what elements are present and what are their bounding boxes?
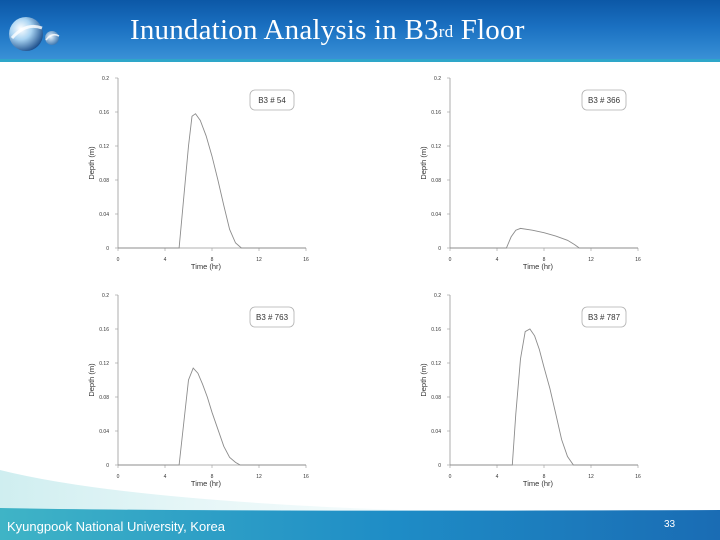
x-tick-label: 16: [303, 474, 309, 480]
x-tick-label: 12: [256, 474, 262, 480]
series-line: [118, 113, 306, 249]
x-tick-label: 4: [164, 257, 167, 263]
globe-logo-icon: [9, 17, 60, 51]
x-tick-label: 0: [449, 257, 452, 263]
y-tick-label: 0.12: [431, 144, 441, 150]
legend-label: B3 # 787: [588, 313, 621, 322]
legend-label: B3 # 763: [256, 313, 289, 322]
y-tick-label: 0.04: [99, 212, 109, 218]
footer-band: [0, 470, 720, 540]
legend-frame: [581, 306, 627, 328]
x-axis-label: Time (hr): [523, 479, 554, 488]
x-tick-label: 0: [117, 474, 120, 480]
y-tick-label: 0.08: [99, 395, 109, 401]
x-axis-label: Time (hr): [191, 262, 222, 271]
title-end: Floor: [453, 14, 525, 46]
y-tick-label: 0.04: [431, 429, 441, 435]
page-number: 33: [664, 519, 676, 530]
series-line: [118, 367, 306, 466]
x-axis-label: Time (hr): [191, 479, 222, 488]
x-tick-label: 0: [117, 257, 120, 263]
x-tick-label: 16: [303, 257, 309, 263]
y-tick-label: 0.08: [431, 178, 441, 184]
x-axis-label: Time (hr): [523, 262, 554, 271]
y-tick-label: 0.04: [99, 429, 109, 435]
legend-frame: [249, 306, 295, 328]
x-tick-label: 12: [256, 257, 262, 263]
depth-chart-b3-763: 0 0.04 0.08 0.12 0.16 0.2 0 4 8 12 16 Time (hr) Dept…: [82, 283, 322, 509]
y-tick-label: 0.2: [434, 293, 441, 299]
y-tick-label: 0: [106, 246, 109, 252]
legend-box: B3 # 366: [581, 89, 627, 111]
x-tick-label: 12: [588, 474, 594, 480]
y-tick-label: 0.16: [99, 110, 109, 116]
x-tick-label: 16: [635, 474, 641, 480]
chart-svg: 0 0.04 0.08 0.12 0.16 0.2 0 4 8 12 16 Time (hr) Dept…: [87, 293, 309, 488]
chart-svg: 0 0.04 0.08 0.12 0.16 0.2 0 4 8 12 16 Time (hr) Dept…: [419, 76, 641, 271]
y-tick-label: 0.04: [431, 212, 441, 218]
x-tick-label: 8: [211, 474, 214, 480]
legend-label: B3 # 54: [258, 96, 286, 105]
footer-swoosh: [0, 470, 720, 540]
y-tick-label: 0.12: [99, 361, 109, 367]
y-axis-label: Depth (m): [87, 363, 96, 397]
y-axis-label: Depth (m): [419, 146, 428, 180]
y-tick-label: 0.16: [99, 327, 109, 333]
x-tick-label: 8: [211, 257, 214, 263]
title-bar: Inundation Analysis in B3rd Floor: [0, 0, 720, 62]
legend-frame: [581, 89, 627, 111]
depth-chart-b3-54: 0 0.04 0.08 0.12 0.16 0.2 0 4 8 12 16 Time (hr) Dept…: [82, 66, 322, 292]
y-tick-label: 0.2: [102, 293, 109, 299]
y-tick-label: 0.16: [431, 327, 441, 333]
x-tick-label: 12: [588, 257, 594, 263]
slide-body: [0, 62, 720, 510]
y-tick-label: 0.2: [102, 76, 109, 82]
title-superscript: rd: [438, 22, 454, 41]
chart-svg: 0 0.04 0.08 0.12 0.16 0.2 0 4 8 12 16 Time (hr) Dept…: [87, 76, 309, 271]
legend-label: B3 # 366: [588, 96, 621, 105]
title-main: Inundation Analysis in B3: [130, 14, 439, 46]
legend-box: B3 # 54: [249, 89, 295, 111]
y-axis-label: Depth (m): [419, 363, 428, 397]
depth-chart-b3-787: 0 0.04 0.08 0.12 0.16 0.2 0 4 8 12 16 Time (hr) Dept…: [414, 283, 654, 509]
x-tick-label: 8: [543, 257, 546, 263]
legend-frame: [249, 89, 295, 111]
y-tick-label: 0.08: [99, 178, 109, 184]
x-tick-label: 4: [496, 474, 499, 480]
y-tick-label: 0: [438, 246, 441, 252]
y-tick-label: 0: [438, 463, 441, 469]
y-tick-label: 0.12: [431, 361, 441, 367]
x-tick-label: 4: [164, 474, 167, 480]
y-tick-label: 0.16: [431, 110, 441, 116]
x-tick-label: 8: [543, 474, 546, 480]
legend-box: B3 # 763: [249, 306, 295, 328]
x-tick-label: 4: [496, 257, 499, 263]
slide-title: Inundation Analysis in B3rd Floor: [130, 14, 525, 47]
x-tick-label: 16: [635, 257, 641, 263]
series-line: [450, 227, 638, 249]
footer-institution: Kyungpook National University, Korea: [7, 519, 225, 534]
y-tick-label: 0.08: [431, 395, 441, 401]
y-tick-label: 0.12: [99, 144, 109, 150]
legend-box: B3 # 787: [581, 306, 627, 328]
y-tick-label: 0: [106, 463, 109, 469]
y-tick-label: 0.2: [434, 76, 441, 82]
depth-chart-b3-366: 0 0.04 0.08 0.12 0.16 0.2 0 4 8 12 16 Time (hr) Dept…: [414, 66, 654, 292]
chart-svg: 0 0.04 0.08 0.12 0.16 0.2 0 4 8 12 16 Time (hr) Dept…: [419, 293, 641, 488]
x-tick-label: 0: [449, 474, 452, 480]
series-line: [450, 328, 638, 466]
y-axis-label: Depth (m): [87, 146, 96, 180]
